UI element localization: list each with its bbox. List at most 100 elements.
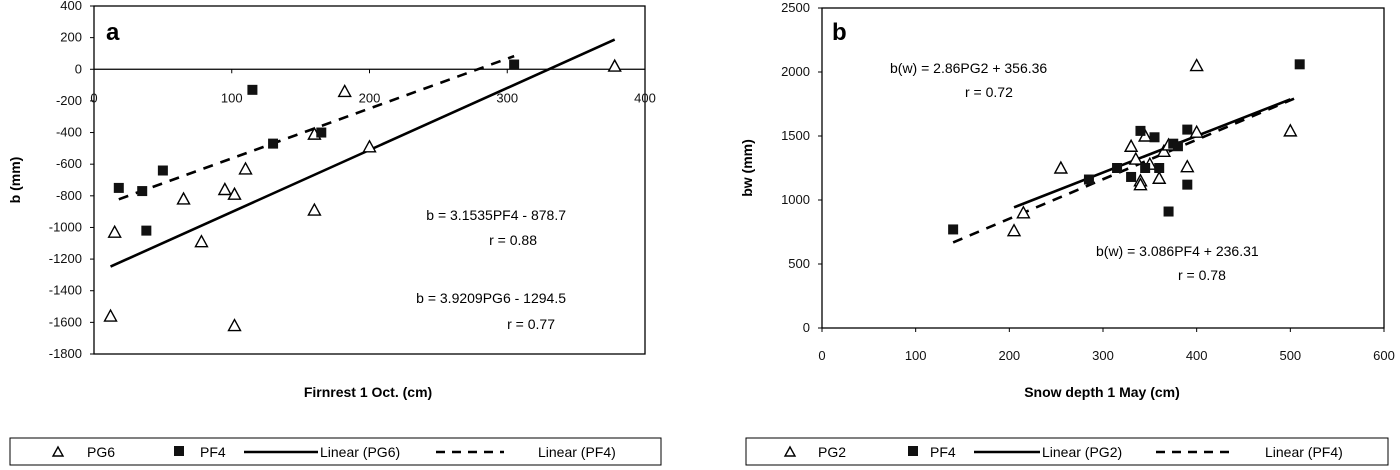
plot-area-b	[821, 7, 1385, 329]
equation-pf4-a: b = 3.1535PF4 - 878.7	[426, 207, 566, 223]
point-pg6	[107, 224, 122, 238]
r-value-pg2-b: r = 0.72	[965, 84, 1013, 100]
x-tick-label: 0	[818, 348, 825, 363]
y-tick-label: 400	[60, 0, 82, 13]
x-tick-label: 400	[1186, 348, 1208, 363]
x-tick-label: 100	[221, 90, 243, 105]
legend-label-pg6-a: PG6	[87, 444, 115, 460]
y-tick-label: 0	[75, 61, 82, 76]
point-pf4	[509, 59, 520, 70]
x-tick-label: 300	[496, 90, 518, 105]
x-tick-label: 0	[90, 90, 97, 105]
legend-a: PG6 PF4 Linear (PG6) Linear (PF4)	[9, 437, 662, 466]
y-axis-label-b: bw (mm)	[739, 139, 755, 197]
point-pf4	[1149, 132, 1160, 143]
y-tick-label: -800	[56, 188, 82, 203]
point-pf4	[316, 127, 327, 138]
x-axis-label-a: Firnrest 1 Oct. (cm)	[304, 384, 432, 400]
point-pf4	[1294, 59, 1305, 70]
point-pg6	[176, 191, 191, 205]
legend-b: PG2 PF4 Linear (PG2) Linear (PF4)	[745, 437, 1389, 466]
point-pf4	[1112, 163, 1123, 173]
legend-box-b	[745, 437, 1389, 466]
legend-box-a	[9, 437, 662, 466]
point-pg2	[1133, 177, 1148, 191]
point-pf4	[247, 84, 258, 95]
y-tick-label: 1000	[781, 192, 810, 207]
point-pf4	[1163, 206, 1174, 217]
plot-area-a	[93, 5, 646, 355]
x-tick-labels-a: 0 100 200 300 400	[90, 69, 656, 105]
point-pf4	[1182, 179, 1193, 190]
y-tick-labels-a: 400 200 0 -200 -400 -600 -800 -1000 -1200 -1400 -1…	[49, 0, 94, 361]
legend-label-pg2-fit-b: Linear (PG2)	[1042, 444, 1122, 460]
point-pg2	[1283, 123, 1298, 137]
fit-line-linear-pg6	[109, 38, 616, 268]
equation-pf4-b: b(w) = 3.086PF4 + 236.31	[1096, 243, 1259, 259]
y-tick-label: -1600	[49, 314, 82, 329]
r-value-pf4-b: r = 0.78	[1178, 267, 1226, 283]
point-pf4	[1182, 124, 1193, 135]
point-pf4	[137, 186, 148, 197]
y-tick-label: 1500	[781, 128, 810, 143]
y-tick-label: 200	[60, 30, 82, 45]
r-value-pg6-a: r = 0.77	[507, 316, 555, 332]
y-tick-label: -1800	[49, 346, 82, 361]
point-pg6	[607, 58, 622, 72]
fit-line-linear-pf4	[952, 95, 1301, 244]
data-points-b	[948, 58, 1305, 237]
point-pf4	[1126, 171, 1137, 182]
x-tick-label: 500	[1279, 348, 1301, 363]
legend-marker-pf4-b	[908, 446, 918, 456]
point-pg2	[1189, 58, 1204, 72]
y-tick-label: -400	[56, 125, 82, 140]
equation-pg2-b: b(w) = 2.86PG2 + 356.36	[890, 60, 1047, 76]
fit-lines-b	[952, 95, 1301, 244]
point-pg6	[227, 186, 242, 200]
x-tick-label: 200	[359, 90, 381, 105]
y-tick-label: 2500	[781, 0, 810, 15]
legend-label-pf4-fit-a: Linear (PF4)	[538, 444, 616, 460]
y-axis-label-a: b (mm)	[7, 157, 23, 204]
point-pg2	[1123, 138, 1139, 152]
r-value-pf4-a: r = 0.88	[489, 232, 537, 248]
point-pf4	[113, 182, 124, 193]
chart-b: b 2500 2000 1500 1000 500 0 0 100 200 300 400 500 6…	[739, 0, 1395, 400]
point-pg2	[1016, 205, 1031, 219]
point-pg6	[103, 308, 118, 322]
point-pg6	[337, 83, 352, 98]
y-tick-label: -600	[56, 156, 82, 171]
data-points-a	[103, 58, 622, 332]
point-pf4	[948, 224, 959, 235]
y-tick-label: -1400	[49, 283, 82, 298]
y-tick-label: 2000	[781, 64, 810, 79]
point-pg6	[217, 182, 233, 196]
y-tick-label: 500	[788, 256, 810, 271]
point-pg2	[1180, 159, 1195, 173]
panel-label-a: a	[106, 19, 120, 46]
x-tick-label: 200	[998, 348, 1020, 363]
point-pg6	[307, 202, 322, 216]
point-pg6	[238, 161, 253, 175]
x-tick-label: 300	[1092, 348, 1114, 363]
y-tick-label: -200	[56, 93, 82, 108]
legend-marker-pg6-a	[51, 445, 65, 457]
x-tick-labels-b: 0 100 200 300 400 500 600	[818, 328, 1395, 363]
y-tick-label: 0	[803, 320, 810, 335]
y-tick-label: -1200	[49, 251, 82, 266]
x-tick-label: 400	[634, 90, 656, 105]
point-pf4	[141, 225, 152, 236]
legend-label-pg2-b: PG2	[818, 444, 846, 460]
point-pf4	[1135, 125, 1146, 136]
fit-line-linear-pf4	[118, 54, 515, 201]
x-tick-label: 600	[1373, 348, 1395, 363]
x-tick-label: 100	[905, 348, 927, 363]
x-axis-label-b: Snow depth 1 May (cm)	[1024, 384, 1180, 400]
fit-lines-a	[94, 38, 645, 268]
y-tick-labels-b: 2500 2000 1500 1000 500 0	[781, 0, 822, 335]
point-pf4	[1154, 163, 1165, 173]
point-pg2	[1128, 151, 1143, 165]
point-pf4	[1083, 174, 1094, 185]
panel-label-b: b	[832, 19, 847, 46]
